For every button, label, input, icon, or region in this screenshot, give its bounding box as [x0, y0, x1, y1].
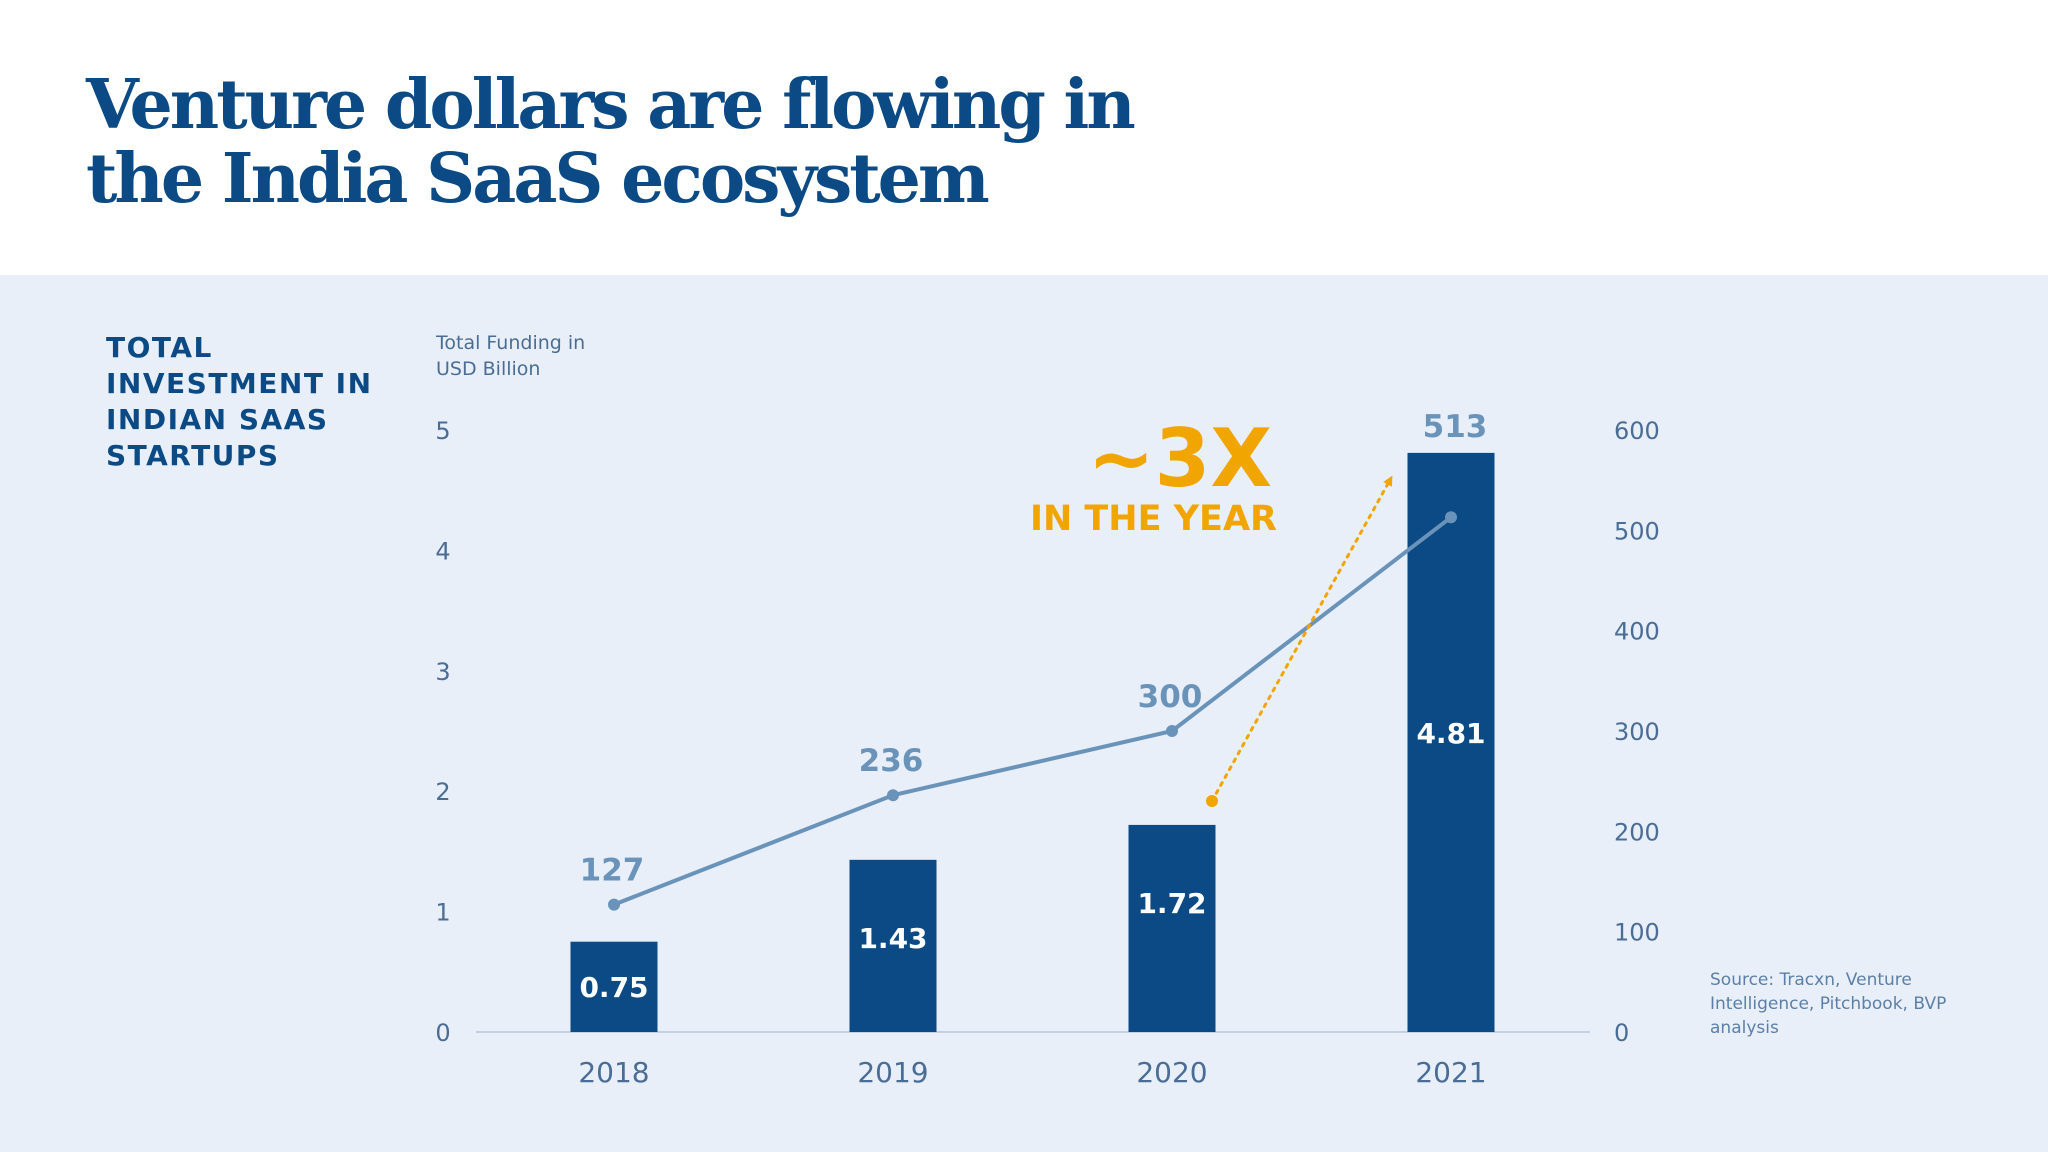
deals-line-label: 236	[859, 743, 924, 779]
chart-panel	[0, 275, 2048, 1152]
right-axis-tick-label: 500	[1614, 517, 1660, 545]
growth-callout-caption: IN THE YEAR	[1030, 499, 1277, 539]
left-axis-tick-label: 3	[435, 658, 450, 686]
source-line-3: analysis	[1710, 1018, 1779, 1038]
y-axis-label-line-1: Total Funding in	[435, 332, 585, 354]
source-line-2: Intelligence, Pitchbook, BVP	[1710, 994, 1947, 1014]
funding-bar-label: 1.43	[858, 922, 927, 955]
deals-line-layer: 127 236 300 513	[580, 409, 1488, 911]
left-axis-ticks: 0 1 2 3 4 5	[435, 417, 450, 1047]
x-axis-tick-label: 2020	[1136, 1056, 1207, 1089]
right-axis-tick-label: 100	[1614, 919, 1660, 947]
section-label-line-4: STARTUPS	[106, 439, 280, 472]
funding-bar	[570, 941, 658, 1032]
right-axis-ticks: 0 100 200 300 400 500 600	[1614, 417, 1660, 1047]
deals-line-label: 513	[1423, 409, 1488, 445]
deals-line-label: 127	[580, 853, 645, 889]
section-label-line-1: TOTAL	[106, 331, 213, 364]
funding-bar	[849, 859, 937, 1032]
deals-line-point	[887, 789, 899, 802]
right-axis-tick-label: 300	[1614, 718, 1660, 746]
section-label: TOTAL INVESTMENT IN INDIAN SAAS STARTUPS	[106, 330, 373, 474]
x-axis-tick-label: 2021	[1415, 1056, 1486, 1089]
deals-line-point	[608, 898, 620, 911]
growth-arrow	[1210, 475, 1393, 803]
section-label-line-3: INDIAN SAAS	[106, 403, 329, 436]
right-axis-tick-label: 0	[1614, 1019, 1629, 1047]
x-axis-tick-label: 2018	[578, 1056, 649, 1089]
page-title: Venture dollars are flowing in the India…	[86, 65, 1136, 219]
left-axis-tick-label: 2	[435, 778, 450, 806]
funding-bar-label: 1.72	[1137, 887, 1206, 920]
left-axis-tick-label: 0	[435, 1019, 450, 1047]
deals-line-point	[1445, 511, 1457, 524]
deals-line-point	[1166, 725, 1178, 737]
y-axis-label-line-2: USD Billion	[436, 358, 540, 380]
source-note: Source: Tracxn, Venture Intelligence, Pi…	[1710, 968, 2000, 1040]
right-axis-tick-label: 600	[1614, 417, 1660, 445]
right-axis-tick-label: 400	[1614, 618, 1660, 646]
funding-bar	[1407, 452, 1495, 1033]
deals-line-label: 300	[1138, 679, 1203, 715]
section-label-line-2: INVESTMENT IN	[106, 367, 373, 400]
x-axis-ticks: 2018 2019 2020 2021	[578, 1056, 1486, 1089]
left-axis-tick-label: 5	[435, 417, 450, 445]
title-line-2: the India SaaS ecosystem	[86, 139, 990, 219]
funding-bar-label: 0.75	[579, 971, 648, 1004]
growth-arrow-origin	[1206, 795, 1218, 807]
growth-callout-value: ~3X	[1088, 412, 1272, 505]
x-axis-tick-label: 2019	[857, 1056, 928, 1089]
title-line-1: Venture dollars are flowing in	[86, 65, 1136, 145]
right-axis-tick-label: 200	[1614, 818, 1660, 846]
funding-bar-label: 4.81	[1416, 717, 1485, 750]
left-axis-tick-label: 1	[435, 899, 450, 927]
left-axis-tick-label: 4	[435, 537, 450, 565]
deals-line	[613, 515, 1453, 907]
source-line-1: Source: Tracxn, Venture	[1710, 970, 1912, 990]
funding-bars: 0.75 1.43 1.72 4.81	[570, 452, 1495, 1033]
funding-bar	[1128, 824, 1216, 1032]
